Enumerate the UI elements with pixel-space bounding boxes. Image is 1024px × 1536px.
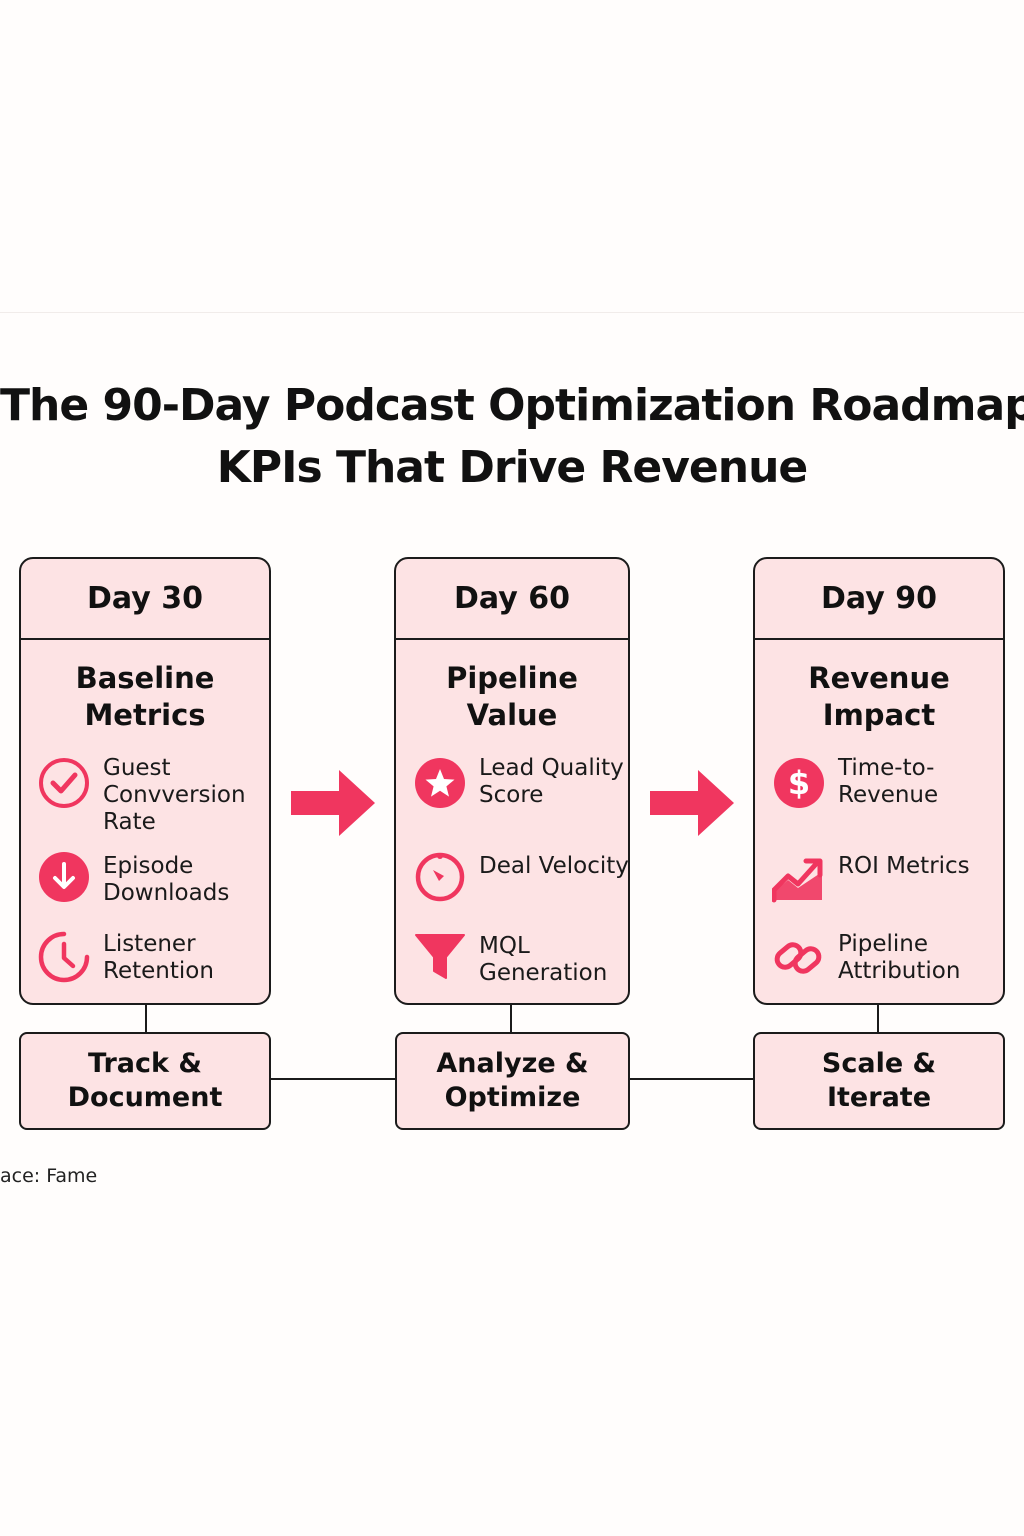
stage-card-day-30: Day 30 Baseline Metrics Guest Convversio… <box>19 557 271 1005</box>
download-icon <box>39 852 89 902</box>
arrow-right-icon <box>650 770 734 836</box>
stage-heading: Baseline Metrics <box>75 661 215 732</box>
stage-heading: Revenue Impact <box>808 661 950 732</box>
link-icon <box>774 942 822 974</box>
dollar-icon: $ <box>774 758 824 808</box>
connector-line <box>877 1005 879 1033</box>
page-title-line-2: KPIs That Drive Revenue <box>216 442 809 493</box>
stage-day-label: Day 30 <box>21 559 269 640</box>
stage-card-day-60: Day 60 Pipeline Value Lead Quality Score… <box>394 557 630 1005</box>
kpi-label: Lead Quality Score <box>479 755 624 808</box>
step-scale-iterate: Scale & Iterate <box>753 1032 1005 1130</box>
stage-heading: Pipeline Value <box>446 661 578 732</box>
trend-up-icon <box>772 858 823 903</box>
kpi-label: Time-to- Revenue <box>838 755 939 808</box>
connector-line <box>271 1078 396 1080</box>
arrow-right-icon <box>291 770 375 836</box>
kpi-label: Guest Convversion Rate <box>103 755 246 835</box>
connector-line <box>145 1005 147 1033</box>
kpi-label: Deal Velocity <box>479 853 629 879</box>
clock-icon <box>38 931 90 983</box>
gauge-icon <box>415 852 465 902</box>
svg-text:$: $ <box>788 764 810 802</box>
step-track-document: Track & Document <box>19 1032 271 1130</box>
source-note: ace: Fame <box>0 1165 98 1187</box>
connector-line <box>510 1005 512 1033</box>
stage-day-label: Day 60 <box>396 559 628 640</box>
kpi-label: Episode Downloads <box>103 853 230 906</box>
kpi-label: Listener Retention <box>103 931 214 984</box>
page-title-line-1: The 90-Day Podcast Optimization Roadmap: <box>0 380 1024 431</box>
star-icon <box>415 758 465 808</box>
kpi-label: ROI Metrics <box>838 853 970 879</box>
step-analyze-optimize: Analyze & Optimize <box>395 1032 630 1130</box>
stage-card-day-90: Day 90 Revenue Impact $ Time-to- Revenue… <box>753 557 1005 1005</box>
kpi-label: Pipeline Attribution <box>838 931 961 984</box>
funnel-icon <box>415 934 465 979</box>
kpi-label: MQL Generation <box>479 933 608 986</box>
stage-day-label: Day 90 <box>755 559 1003 640</box>
background-divider <box>0 312 1024 313</box>
connector-line <box>629 1078 754 1080</box>
check-circle-icon <box>39 758 89 808</box>
